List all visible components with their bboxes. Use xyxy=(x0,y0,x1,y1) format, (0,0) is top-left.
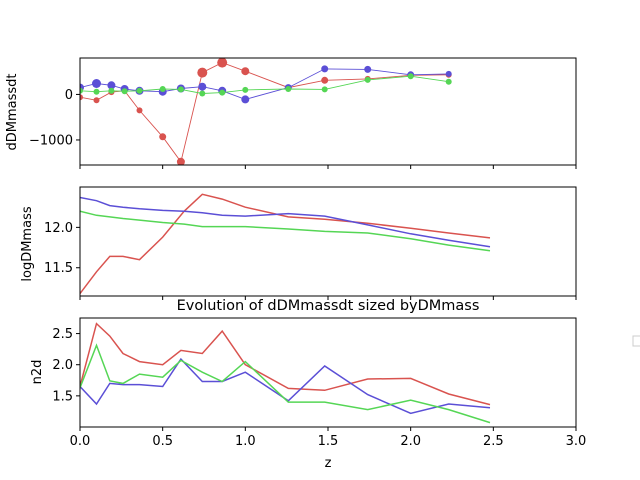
tick-layer: 12.0 11.5 xyxy=(44,221,577,300)
panel-dDMmassdt: 0 −1000 dDMmassdt xyxy=(5,57,577,169)
panel-logDMmass: 12.0 11.5 logDMmass xyxy=(20,186,577,300)
data-point-green xyxy=(108,87,115,94)
legend-box xyxy=(632,335,640,347)
series-line-blue xyxy=(80,196,491,248)
data-point-green xyxy=(177,86,184,93)
data-point-blue xyxy=(445,70,452,77)
x-tick-label: 1.5 xyxy=(318,434,339,449)
data-point-red xyxy=(217,58,228,68)
data-point-red xyxy=(93,97,100,104)
data-point-blue xyxy=(198,82,207,91)
y-axis-label: logDMmass xyxy=(20,206,35,281)
data-point-blue xyxy=(321,65,329,73)
data-point-green xyxy=(285,86,292,92)
data-point-green xyxy=(445,78,452,85)
y-tick-label: 12.0 xyxy=(44,221,73,236)
x-tick-label: 2.0 xyxy=(400,434,421,449)
x-tick-label: 0.0 xyxy=(70,434,91,449)
x-tick-label: 0.5 xyxy=(152,434,173,449)
data-point-red xyxy=(80,94,83,101)
data-point-blue xyxy=(107,81,116,90)
x-tick-label: 2.5 xyxy=(483,434,504,449)
data-point-red xyxy=(197,67,208,78)
data-point-green xyxy=(321,86,328,93)
data-point-red xyxy=(176,157,185,165)
data-point-red xyxy=(136,107,143,114)
tick-layer: 0 −1000 xyxy=(29,88,577,169)
series-line-red xyxy=(80,193,491,295)
data-point-green xyxy=(364,76,371,83)
data-point-red xyxy=(159,133,167,141)
data-point-green xyxy=(159,86,166,92)
data-point-green xyxy=(136,87,143,94)
x-axis-label: z xyxy=(325,456,332,471)
data-point-red xyxy=(241,67,250,76)
data-point-green xyxy=(407,73,414,80)
data-point-blue xyxy=(364,65,372,73)
series-line-blue xyxy=(80,357,491,415)
data-point-green xyxy=(93,88,100,95)
y-axis-label: dDMmassdt xyxy=(5,73,20,150)
y-axis-label: n2d xyxy=(30,360,45,385)
series-line-green xyxy=(80,210,491,252)
y-tick-label: 11.5 xyxy=(44,261,73,276)
chart-title: Evolution of dDMmassdt sized byDMmass xyxy=(177,298,480,314)
data-point-blue xyxy=(92,79,101,88)
x-tick-label: 3.0 xyxy=(566,434,587,449)
y-tick-label: 2.5 xyxy=(52,327,73,342)
series-line-red xyxy=(80,322,491,406)
data-point-green xyxy=(219,89,226,96)
data-point-green xyxy=(242,86,249,93)
y-tick-label: 2.0 xyxy=(52,358,73,373)
data-point-red xyxy=(321,76,329,84)
tick-layer: 2.5 2.0 1.5 0.0 0.5 1.0 1.5 2.0 2.5 3.0 xyxy=(52,327,586,449)
panel-n2d: 2.5 2.0 1.5 0.0 0.5 1.0 1.5 2.0 2.5 3.0 n2d z Evo… xyxy=(30,298,586,471)
y-tick-label: −1000 xyxy=(29,133,73,148)
x-tick-label: 1.0 xyxy=(235,434,256,449)
series-line-green xyxy=(80,343,491,424)
y-tick-label: 1.5 xyxy=(52,389,73,404)
plot-layer xyxy=(80,58,452,165)
data-point-green xyxy=(80,87,83,94)
data-point-green xyxy=(121,88,128,95)
data-point-blue xyxy=(241,95,250,104)
plot-layer xyxy=(80,193,491,295)
y-tick-label: 0 xyxy=(65,88,73,103)
data-point-green xyxy=(199,90,206,97)
plot-layer xyxy=(80,322,491,424)
